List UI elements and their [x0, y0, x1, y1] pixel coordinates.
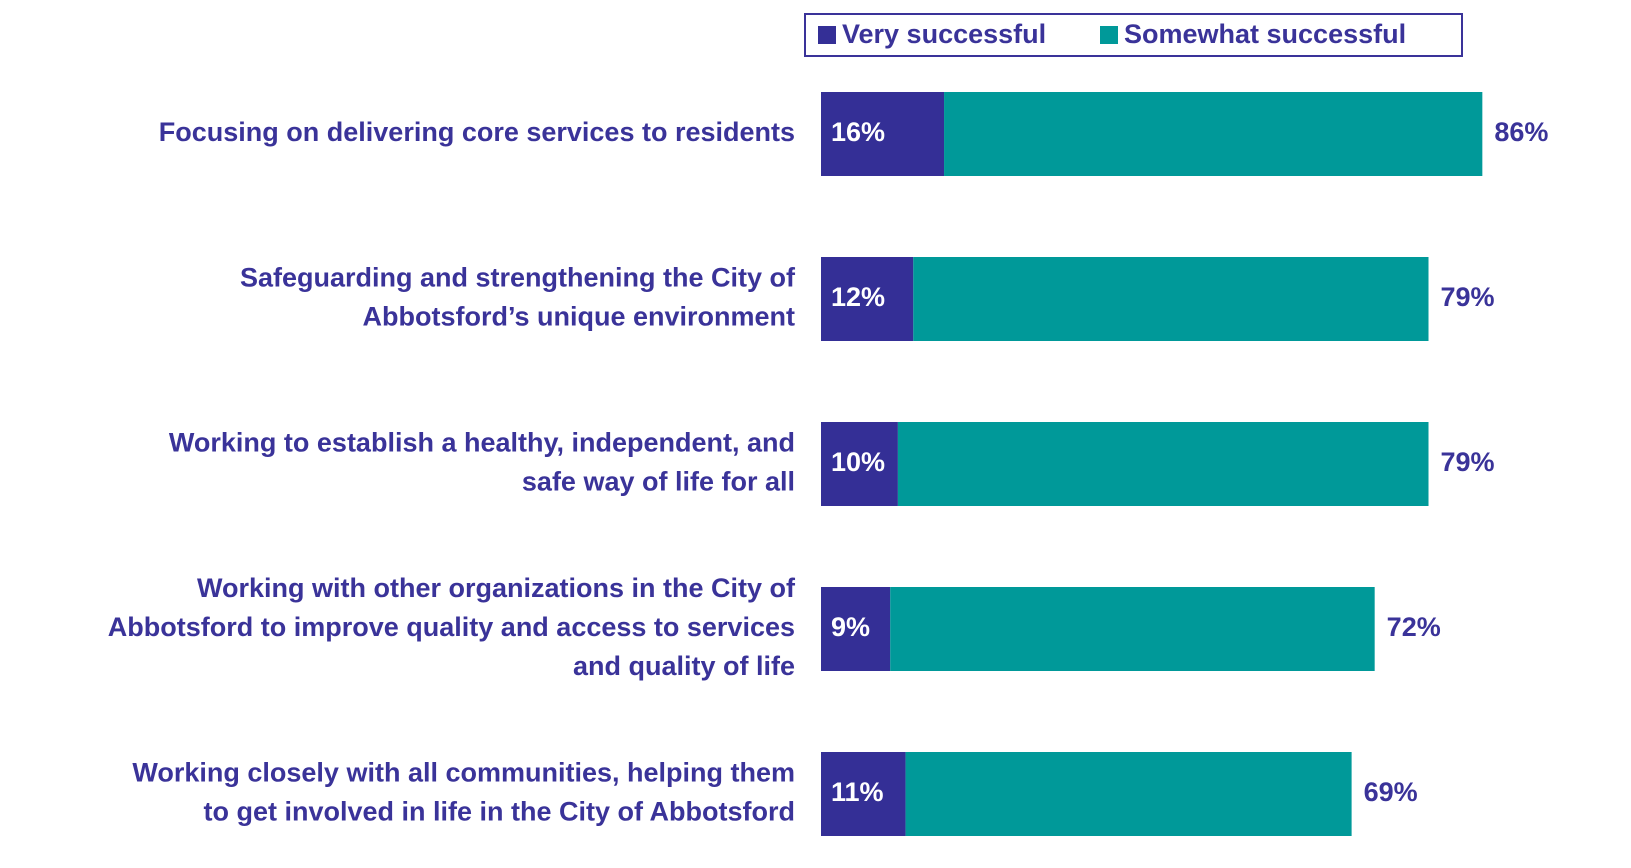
total-label: 86%: [1494, 117, 1548, 147]
bar-segment: [821, 587, 891, 671]
total-label: 79%: [1441, 447, 1495, 477]
total-label: 72%: [1387, 612, 1441, 642]
value-label: 10%: [831, 447, 885, 477]
bar-segment: [821, 422, 898, 506]
value-label: 12%: [831, 282, 885, 312]
bar-segment: [821, 752, 906, 836]
bar-segment: [821, 92, 945, 176]
bar-segment: [913, 257, 1429, 341]
total-label: 69%: [1364, 777, 1418, 807]
bar-segment: [905, 752, 1352, 836]
bar-segment: [890, 587, 1375, 671]
category-label: Abbotsford to improve quality and access…: [108, 612, 795, 642]
category-label: safe way of life for all: [522, 467, 795, 497]
value-label: 11%: [831, 777, 884, 807]
total-label: 79%: [1441, 282, 1495, 312]
category-label: and quality of life: [573, 651, 795, 681]
bar-segment: [821, 257, 914, 341]
category-label: Abbotsford’s unique environment: [362, 302, 795, 332]
bar-segment: [944, 92, 1483, 176]
legend-frame: [804, 13, 1463, 57]
bar-segment: [897, 422, 1429, 506]
category-label: Focusing on delivering core services to …: [159, 117, 795, 147]
category-label: Working to establish a healthy, independ…: [169, 428, 795, 458]
category-label: Safeguarding and strengthening the City …: [240, 263, 796, 293]
category-label: Working closely with all communities, he…: [132, 758, 795, 788]
legend-swatch: [1100, 26, 1118, 44]
value-label: 9%: [831, 612, 870, 642]
legend-label: Very successful: [842, 19, 1046, 49]
legend-label: Somewhat successful: [1124, 19, 1406, 49]
value-label: 16%: [831, 117, 885, 147]
category-label: to get involved in life in the City of A…: [204, 797, 795, 827]
legend-swatch: [818, 26, 836, 44]
category-label: Working with other organizations in the …: [197, 573, 796, 603]
